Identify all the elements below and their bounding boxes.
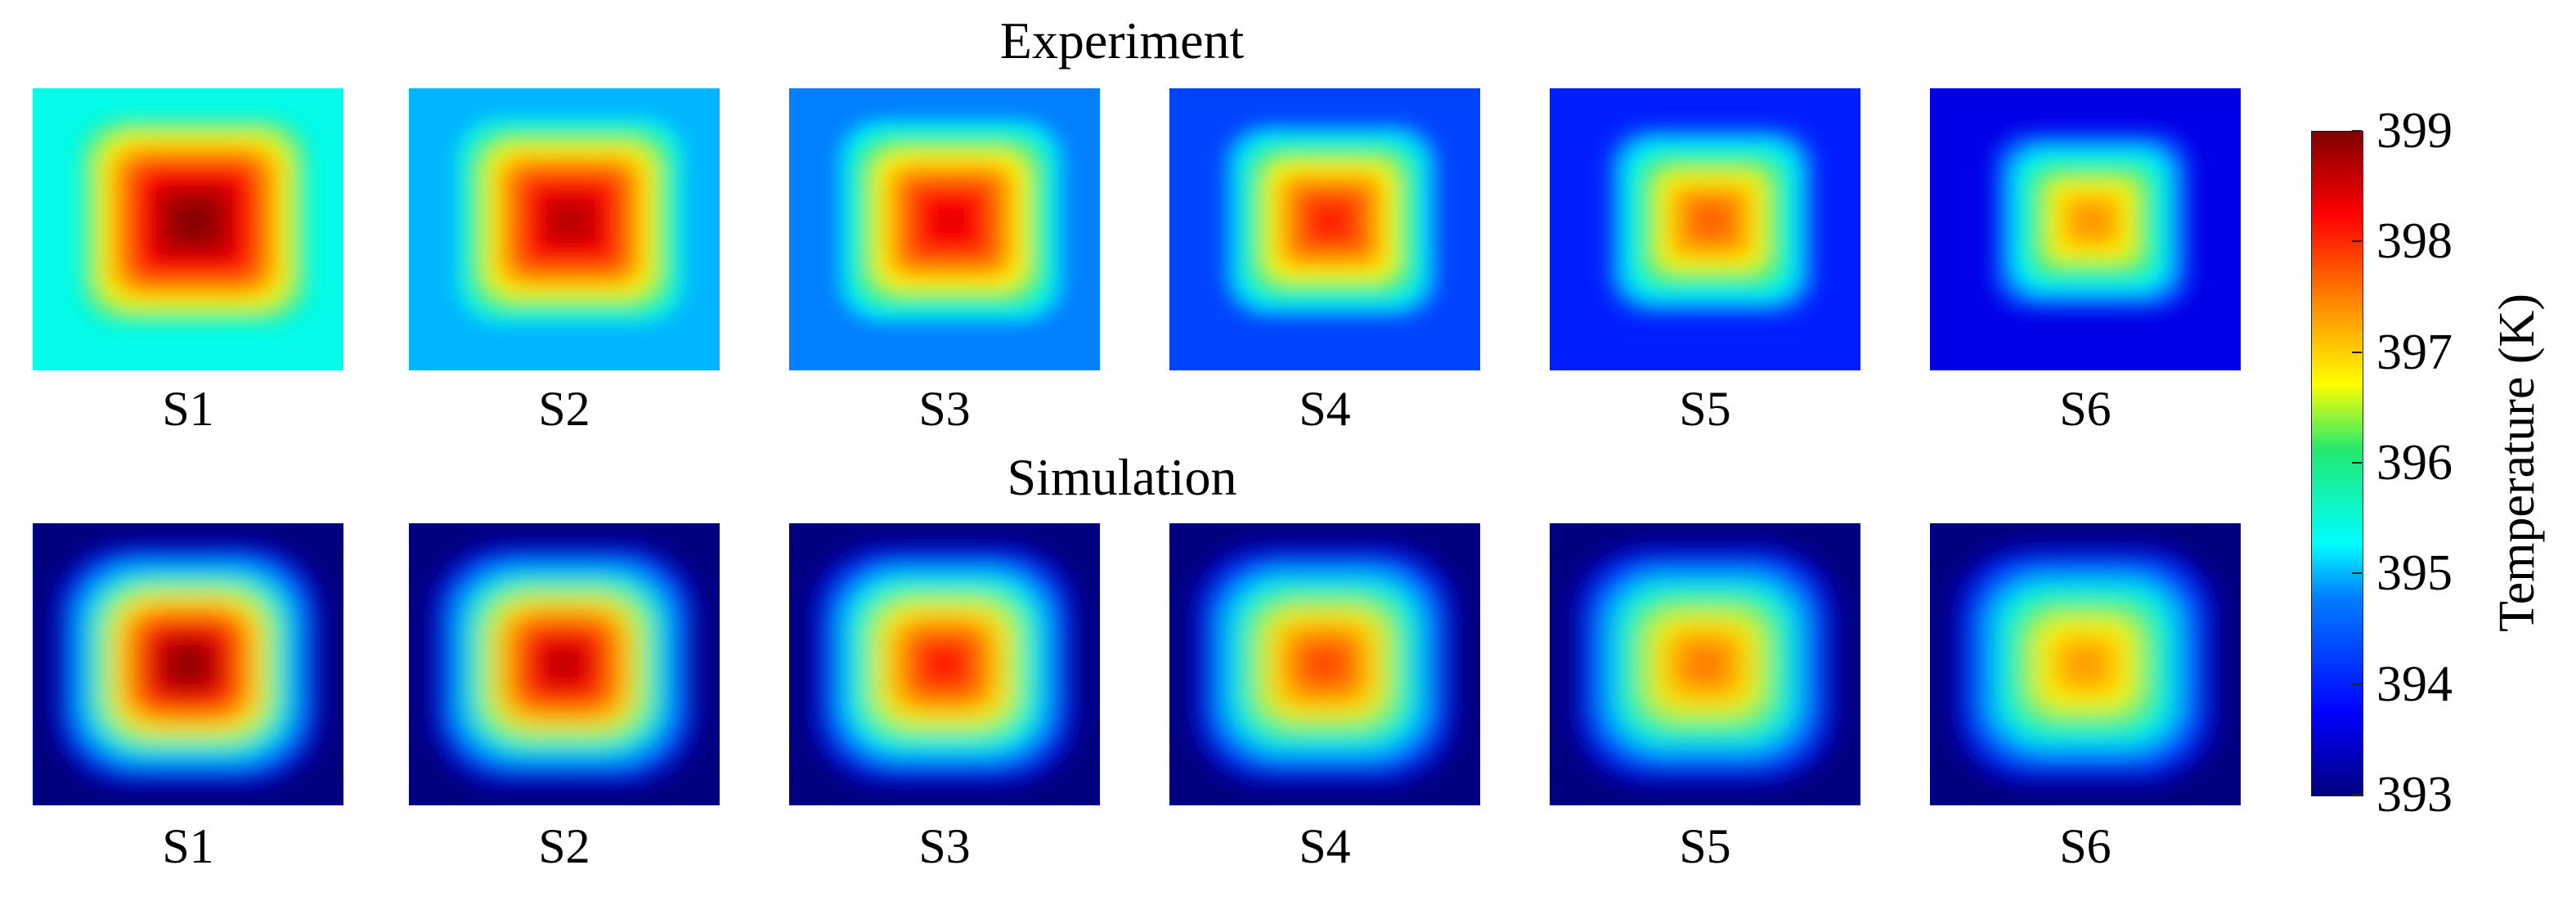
experiment-label-s6: S6	[2059, 382, 2112, 436]
simulation-heatmap-s1	[33, 523, 343, 805]
simulation-label-s4: S4	[1299, 819, 1351, 873]
colorbar-tick-mark	[2352, 794, 2362, 796]
simulation-label-s3: S3	[918, 819, 971, 873]
experiment-label-s1: S1	[162, 382, 214, 436]
simulation-heatmap-s3	[789, 523, 1100, 805]
colorbar-tick-mark	[2352, 462, 2362, 464]
colorbar-tick-label: 395	[2376, 545, 2453, 602]
experiment-heatmap-s3	[789, 88, 1100, 370]
colorbar-tick-mark	[2352, 240, 2362, 243]
experiment-heatmap-s5	[1550, 88, 1860, 370]
colorbar-tick-label: 396	[2376, 435, 2453, 491]
simulation-label-s6: S6	[2059, 819, 2112, 873]
colorbar-tick-mark	[2352, 351, 2362, 353]
experiment-label-s4: S4	[1299, 382, 1351, 436]
experiment-row-title: Experiment	[999, 11, 1245, 69]
colorbar-tick-label: 399	[2376, 103, 2453, 159]
experiment-heatmap-s6	[1930, 88, 2241, 370]
temperature-colorbar	[2311, 131, 2363, 796]
simulation-label-s1: S1	[162, 819, 214, 873]
simulation-row-title: Simulation	[1007, 448, 1237, 506]
simulation-heatmap-s4	[1169, 523, 1480, 805]
experiment-heatmap-s4	[1169, 88, 1480, 370]
colorbar-title: Temperature (K)	[2489, 294, 2545, 632]
experiment-label-s5: S5	[1679, 382, 1731, 436]
simulation-heatmap-s2	[409, 523, 720, 805]
simulation-label-s2: S2	[538, 819, 590, 873]
simulation-label-s5: S5	[1679, 819, 1731, 873]
experiment-heatmap-s1	[33, 88, 343, 370]
colorbar-tick-mark	[2352, 572, 2362, 575]
experiment-label-s2: S2	[538, 382, 590, 436]
colorbar-tick-label: 397	[2376, 324, 2453, 380]
colorbar-tick-label: 394	[2376, 656, 2453, 712]
colorbar-tick-label: 398	[2376, 213, 2453, 270]
colorbar-tick-mark	[2352, 130, 2362, 132]
simulation-heatmap-s5	[1550, 523, 1860, 805]
experiment-heatmap-s2	[409, 88, 720, 370]
colorbar-tick-mark	[2352, 683, 2362, 685]
experiment-label-s3: S3	[918, 382, 971, 436]
colorbar-tick-label: 393	[2376, 767, 2453, 823]
simulation-heatmap-s6	[1930, 523, 2241, 805]
